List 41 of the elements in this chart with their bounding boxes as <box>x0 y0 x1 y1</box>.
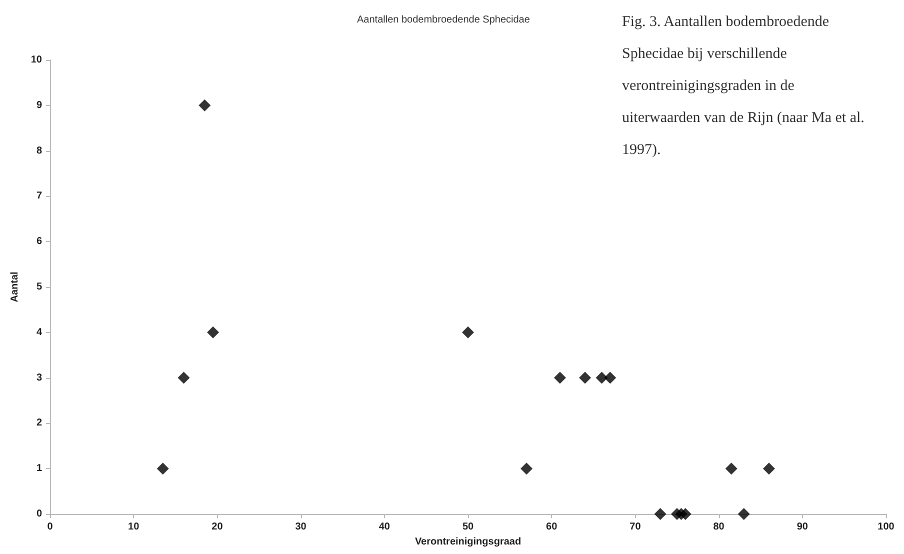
point <box>554 372 566 384</box>
y-tick-label: 4 <box>36 326 42 338</box>
point <box>520 462 533 475</box>
point <box>579 372 592 384</box>
point <box>178 372 190 384</box>
point <box>738 508 750 520</box>
y-tick-label: 7 <box>36 190 42 202</box>
y-tick-label: 8 <box>36 145 42 156</box>
x-tick-label: 80 <box>713 522 725 532</box>
annotation: Fig. 3. Aantallen bodembroedende Sphecidae bij verschillende verontreinigingsgraden in de uiterwaarden van de Rijn (naar Ma et al. 1997). <box>622 14 868 158</box>
chart-title: Aantallen bodembroedende Sphecidae <box>357 14 530 26</box>
point <box>462 326 474 338</box>
x-tick-label: 90 <box>796 522 808 532</box>
point <box>654 508 666 520</box>
point <box>207 326 220 338</box>
y-tick-label: 3 <box>36 372 42 384</box>
point <box>596 372 608 384</box>
x-tick-label: 20 <box>212 522 224 532</box>
point <box>679 508 692 520</box>
y-tick-label: 1 <box>36 463 42 474</box>
y-tick-label: 10 <box>30 54 42 66</box>
x-axis-title: Verontreinigingsgraad <box>414 536 522 548</box>
y-tick-label: 6 <box>36 236 42 248</box>
y-tick-label: 5 <box>36 282 42 292</box>
x-tick-label: 40 <box>378 522 390 532</box>
point <box>725 462 738 475</box>
point <box>604 372 616 384</box>
x-tick-label: 30 <box>295 522 307 532</box>
y-tick-label: 9 <box>36 100 42 111</box>
y-tick-label: 0 <box>36 508 42 520</box>
y-axis-title: Aantal <box>9 272 20 302</box>
y-tick-label: 2 <box>36 418 42 429</box>
point <box>156 462 169 475</box>
x-tick-label: 50 <box>462 522 474 532</box>
x-tick-label: 60 <box>546 522 558 532</box>
x-tick-label: 0 <box>47 522 54 532</box>
x-tick-label: 100 <box>878 522 895 532</box>
point <box>198 99 211 112</box>
x-tick-label: 10 <box>128 522 140 532</box>
x-tick-label: 70 <box>630 522 642 532</box>
point <box>762 462 775 475</box>
